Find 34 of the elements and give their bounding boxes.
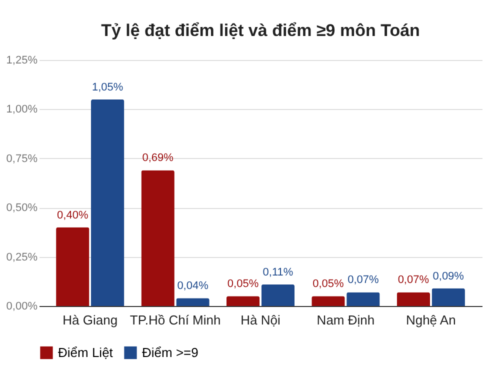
legend-label: Điểm Liệt (58, 344, 114, 360)
y-tick-label: 0,00% (6, 300, 38, 312)
legend-label: Điểm >=9 (142, 344, 198, 360)
data-label: 0,07% (398, 274, 430, 286)
chart-title: Tỷ lệ đạt điểm liệt và điểm ≥9 môn Toán (101, 21, 420, 40)
x-tick-label: Nghệ An (406, 312, 456, 328)
x-tick-label: Hà Giang (62, 312, 118, 328)
data-label: 0,11% (262, 266, 294, 278)
y-tick-label: 0,75% (6, 152, 38, 165)
bar (396, 292, 430, 306)
bar (176, 298, 210, 306)
data-label: 0,07% (348, 274, 379, 286)
bar (90, 99, 124, 306)
y-tick-label: 0,50% (6, 202, 38, 214)
data-label: 0,40% (57, 209, 88, 222)
bar (432, 288, 465, 306)
data-label: 0,04% (177, 280, 209, 292)
bar (346, 292, 380, 306)
bar (56, 227, 90, 306)
x-tick-label: Nam Định (316, 312, 375, 328)
y-tick-label: 0,25% (6, 251, 38, 264)
bar (312, 296, 345, 306)
x-tick-label: Hà Nội (240, 312, 280, 328)
y-tick-label: 1,25% (6, 54, 38, 66)
y-tick-label: 1,00% (6, 104, 38, 116)
data-label: 0,69% (142, 152, 174, 164)
data-label: 1,05% (92, 81, 124, 94)
bar (141, 170, 174, 306)
data-label: 0,09% (432, 270, 464, 282)
data-label: 0,05% (227, 278, 259, 290)
data-label: 0,05% (312, 278, 344, 290)
x-tick-label: TP.Hồ Chí Minh (130, 312, 221, 328)
bar (226, 296, 260, 306)
bar (261, 284, 295, 306)
